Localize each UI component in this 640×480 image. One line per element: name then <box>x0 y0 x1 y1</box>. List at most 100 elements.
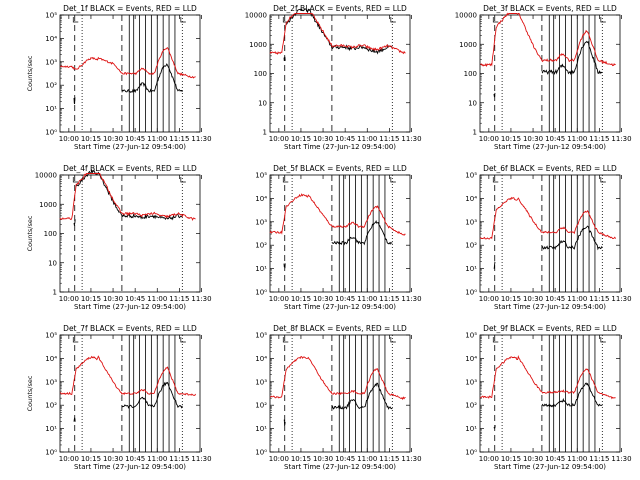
chart-panel-4: Det_4f BLACK = Events, RED = LLD 1 10 100 10… <box>26 164 212 311</box>
x-tick-label: 11:00 <box>567 135 587 143</box>
y-tick-label: 10⁴ <box>255 195 267 203</box>
x-tick-label: 11:00 <box>147 135 167 143</box>
y-tick-label: 10² <box>465 242 477 250</box>
x-tick-label: 10:00 <box>479 135 499 143</box>
x-tick-label: 11:00 <box>567 455 587 463</box>
events-series-early <box>493 261 496 269</box>
x-tick-label: 10:30 <box>103 135 123 143</box>
y-tick-label: 10⁵ <box>255 172 267 180</box>
y-axis-label: Counts/sec <box>26 375 34 411</box>
events-series <box>541 382 603 408</box>
y-tick-label: 100 <box>464 70 477 78</box>
x-tick-label: 10:00 <box>59 295 79 303</box>
y-tick-label: 10⁵ <box>255 332 267 340</box>
plot-frame <box>59 14 201 133</box>
x-tick-label: 11:00 <box>357 295 377 303</box>
bracket-marker <box>600 337 606 343</box>
lld-series <box>59 355 196 396</box>
x-tick-label: 10:00 <box>59 135 79 143</box>
x-tick-label: 11:30 <box>401 135 421 143</box>
x-axis-label: Start Time (27-Jun-12 09:54:00) <box>284 303 396 311</box>
x-tick-label: 11:00 <box>357 135 377 143</box>
events-series <box>121 381 183 409</box>
bracket-marker <box>282 17 289 23</box>
x-tick-label: 11:30 <box>611 135 631 143</box>
chart-panel-5: Det_5f BLACK = Events, RED = LLD 10⁰ 10¹ 10… <box>255 164 421 311</box>
lld-series <box>59 173 196 222</box>
y-tick-label: 10⁰ <box>255 289 267 297</box>
lld-series <box>479 196 616 240</box>
y-tick-label: 10 <box>258 99 267 107</box>
events-series <box>285 8 393 55</box>
x-tick-label: 10:45 <box>545 135 565 143</box>
chart-title: Det_4f BLACK = Events, RED = LLD <box>63 164 197 173</box>
y-tick-label: 10² <box>255 242 267 250</box>
plot-frame <box>479 174 621 293</box>
x-tick-label: 10:30 <box>103 455 123 463</box>
x-tick-label: 10:30 <box>523 295 543 303</box>
lld-series <box>269 193 406 236</box>
y-tick-label: 10² <box>45 402 57 410</box>
x-tick-label: 11:30 <box>191 135 211 143</box>
bracket-marker <box>180 177 186 183</box>
x-tick-label: 10:15 <box>291 295 311 303</box>
lld-series <box>479 354 616 400</box>
x-tick-label: 11:30 <box>191 295 211 303</box>
x-tick-label: 10:15 <box>291 135 311 143</box>
chart-title: Det_6f BLACK = Events, RED = LLD <box>483 164 617 173</box>
events-series-early <box>73 97 76 105</box>
y-tick-label: 10⁵ <box>465 332 477 340</box>
x-tick-label: 11:15 <box>169 135 189 143</box>
x-tick-label: 10:00 <box>479 295 499 303</box>
x-tick-label: 11:30 <box>401 455 421 463</box>
y-tick-label: 10³ <box>255 218 267 226</box>
y-tick-label: 10000 <box>245 12 267 20</box>
y-tick-label: 100 <box>44 230 57 238</box>
x-tick-label: 10:30 <box>523 135 543 143</box>
plot-frame <box>269 174 411 293</box>
y-tick-label: 10² <box>45 82 57 90</box>
x-tick-label: 10:45 <box>335 135 355 143</box>
chart-panel-7: Det_7f BLACK = Events, RED = LLD 10⁰ 10¹ 10… <box>26 324 212 471</box>
x-tick-label: 11:15 <box>169 295 189 303</box>
events-series-early <box>493 425 496 429</box>
events-series-early <box>283 263 286 269</box>
y-tick-label: 10⁰ <box>465 449 477 457</box>
chart-title: Det_1f BLACK = Events, RED = LLD <box>63 4 197 13</box>
events-series-early <box>73 219 76 227</box>
y-tick-label: 10³ <box>45 378 57 386</box>
y-tick-label: 10³ <box>45 58 57 66</box>
x-tick-label: 10:15 <box>81 455 101 463</box>
y-tick-label: 10² <box>465 402 477 410</box>
y-tick-label: 10² <box>255 402 267 410</box>
y-tick-label: 10³ <box>465 218 477 226</box>
events-series <box>331 382 393 411</box>
events-series <box>331 220 393 246</box>
y-tick-label: 1000 <box>39 201 57 209</box>
bracket-marker <box>282 337 289 343</box>
plot-frame <box>59 334 201 453</box>
y-tick-label: 1 <box>53 289 57 297</box>
x-tick-label: 10:30 <box>103 295 123 303</box>
bracket-marker <box>492 17 499 23</box>
bracket-marker <box>600 177 606 183</box>
lld-series <box>269 356 406 401</box>
plot-frame <box>269 14 411 133</box>
bracket-marker <box>72 177 79 183</box>
plot-frame <box>59 174 201 293</box>
y-tick-label: 10³ <box>255 378 267 386</box>
chart-panel-9: Det_9f BLACK = Events, RED = LLD 10⁰ 10¹ 10… <box>465 324 631 471</box>
chart-panel-6: Det_6f BLACK = Events, RED = LLD 10⁰ 10¹ 10… <box>465 164 631 311</box>
x-tick-label: 10:30 <box>313 295 333 303</box>
x-tick-label: 10:15 <box>501 455 521 463</box>
y-tick-label: 10¹ <box>465 425 477 433</box>
events-series-early <box>283 56 286 61</box>
y-tick-label: 10³ <box>465 378 477 386</box>
chart-panel-1: Det_1f BLACK = Events, RED = LLD 10⁰ 10¹ 10… <box>26 4 212 151</box>
y-tick-label: 10⁰ <box>465 289 477 297</box>
bracket-marker <box>72 337 79 343</box>
chart-title: Det_9f BLACK = Events, RED = LLD <box>483 324 617 333</box>
lld-series <box>269 13 406 55</box>
x-tick-label: 11:15 <box>589 295 609 303</box>
